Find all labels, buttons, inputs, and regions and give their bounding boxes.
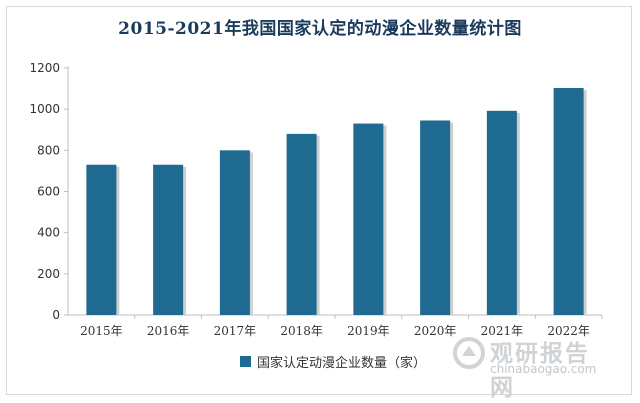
x-tick-label: 2020年 <box>414 324 457 338</box>
bar <box>486 110 517 316</box>
x-tick-label: 2016年 <box>147 324 190 338</box>
y-tick-label: 800 <box>37 143 60 157</box>
watermark: 观研报告网 chinabaogao.com <box>452 334 612 401</box>
bar <box>86 164 117 315</box>
watermark-cn: 观研报告网 <box>490 341 590 401</box>
y-tick-label: 600 <box>37 185 60 199</box>
x-tick-label: 2017年 <box>214 324 257 338</box>
x-tick-label: 2021年 <box>481 324 524 338</box>
watermark-logo-icon <box>453 337 485 369</box>
y-tick-label: 0 <box>52 308 60 322</box>
x-tick-label: 2015年 <box>80 324 123 338</box>
bar <box>153 164 184 315</box>
legend: 国家认定动漫企业数量（家） <box>240 352 426 371</box>
y-tick-label: 1200 <box>29 61 60 75</box>
x-tick-label: 2019年 <box>347 324 390 338</box>
chart-title: 2015-2021年我国国家认定的动漫企业数量统计图 <box>118 19 522 39</box>
x-tick-label: 2022年 <box>547 324 590 338</box>
legend-swatch <box>240 356 251 367</box>
bar <box>353 123 384 315</box>
y-tick-label: 1000 <box>29 102 60 116</box>
x-tick-label: 2018年 <box>280 324 323 338</box>
y-tick-label: 200 <box>37 267 60 281</box>
legend-label: 国家认定动漫企业数量（家） <box>257 356 427 371</box>
y-tick-label: 400 <box>37 226 60 240</box>
bar <box>219 150 250 315</box>
bar <box>420 120 451 315</box>
bar <box>286 133 317 315</box>
bar <box>553 87 584 315</box>
watermark-en: chinabaogao.com <box>490 362 597 376</box>
